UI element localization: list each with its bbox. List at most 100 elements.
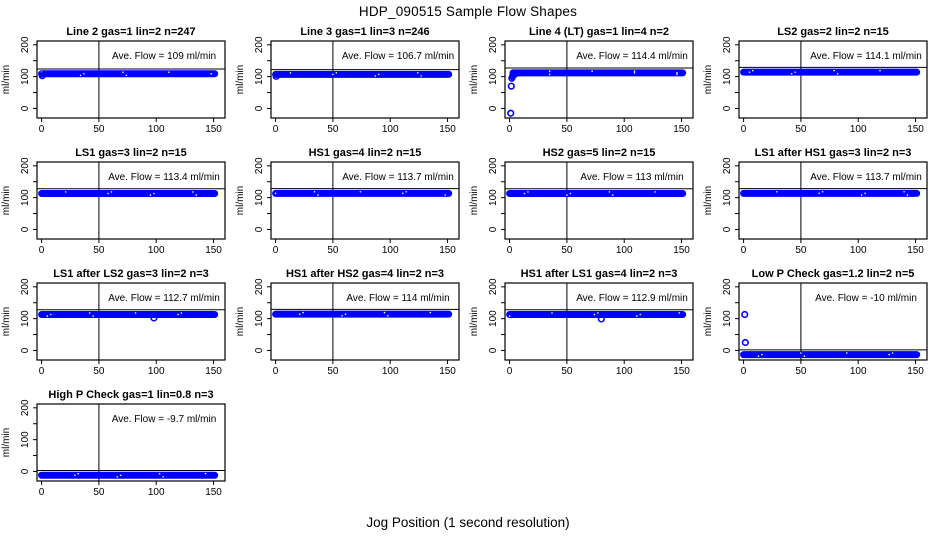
band-texture-dot <box>383 311 386 314</box>
ave-flow-annotation: Ave. Flow = 106.7 ml/min <box>342 51 454 62</box>
band-texture-dot <box>903 190 905 193</box>
band-texture-dot <box>274 192 277 195</box>
band-texture-dot <box>158 472 161 475</box>
subplot-panel: HS1 gas=4 lin=2 n=15 0 100 200 0 50 100 150 ml/m… <box>234 144 468 265</box>
band-texture-dot <box>313 190 316 193</box>
panel-title: High P Check gas=1 lin=0.8 n=3 <box>48 389 213 401</box>
ave-flow-annotation: Ave. Flow = 113.7 ml/min <box>342 172 454 183</box>
band-texture-dot <box>79 74 82 77</box>
ave-flow-annotation: Ave. Flow = 113.7 ml/min <box>810 172 922 183</box>
x-tick-label: 0 <box>741 124 747 135</box>
outlier-point <box>150 314 158 322</box>
band-texture-dot <box>168 71 170 73</box>
y-axis-unit-label: ml/min <box>469 307 480 336</box>
panel-title: HS2 gas=5 lin=2 n=15 <box>543 147 656 159</box>
y-axis-unit-label: ml/min <box>469 65 480 94</box>
flow-data-band <box>272 310 453 318</box>
band-texture-dot <box>860 194 863 196</box>
x-tick-label: 150 <box>205 124 222 135</box>
band-texture-dot <box>608 191 611 193</box>
band-texture-dot <box>210 72 213 75</box>
band-texture-dot <box>298 313 301 315</box>
x-tick-label: 150 <box>673 124 690 135</box>
panel-title: LS1 after LS2 gas=3 lin=2 n=3 <box>53 268 209 280</box>
y-tick-label: 0 <box>20 226 31 232</box>
subplot-canvas: Line 3 gas=1 lin=3 n=246 0 100 200 0 50 100 150… <box>235 26 460 135</box>
y-axis-unit-label: ml/min <box>703 65 714 94</box>
panel-title: Low P Check gas=1.2 lin=2 n=5 <box>752 268 915 280</box>
y-axis-unit-label: ml/min <box>703 186 714 215</box>
x-tick-label: 0 <box>507 124 513 135</box>
flow-data-band <box>272 189 453 197</box>
x-tick-label: 0 <box>273 124 279 135</box>
panel-title: HS1 gas=4 lin=2 n=15 <box>309 147 422 159</box>
flow-data-band <box>740 351 921 359</box>
band-texture-dot <box>836 72 839 75</box>
band-texture-dot <box>757 355 760 357</box>
flow-data-band <box>506 311 687 318</box>
band-texture-dot <box>335 72 338 74</box>
y-tick-label: 100 <box>254 189 265 206</box>
plot-frame <box>36 161 226 240</box>
y-tick-label: 200 <box>254 157 265 174</box>
outlier-point <box>272 72 280 80</box>
band-texture-dot <box>162 476 164 478</box>
band-texture-dot <box>444 194 447 196</box>
x-tick-label: 100 <box>616 124 633 135</box>
figure-title: HDP_090515 Sample Flow Shapes <box>358 4 578 19</box>
band-texture-dot <box>597 312 599 314</box>
band-texture-dot <box>359 190 362 193</box>
x-tick-label: 100 <box>382 245 399 256</box>
x-tick-label: 100 <box>148 124 165 135</box>
x-tick-label: 50 <box>795 245 807 256</box>
band-texture-dot <box>134 312 137 314</box>
x-tick-label: 100 <box>382 124 399 135</box>
band-texture-dot <box>374 75 377 77</box>
band-texture-dot <box>794 71 796 73</box>
band-texture-dot <box>676 73 678 76</box>
panel-title: LS1 gas=3 lin=2 n=15 <box>75 147 187 159</box>
y-axis-unit-label: ml/min <box>1 307 12 336</box>
band-texture-dot <box>420 75 422 77</box>
y-tick-label: 100 <box>254 68 265 85</box>
band-texture-dot <box>891 352 894 354</box>
x-tick-label: 50 <box>561 245 573 256</box>
panel-title: Line 4 (LT) gas=1 lin=4 n=2 <box>529 26 669 38</box>
band-texture-dot <box>405 190 408 193</box>
x-tick-label: 100 <box>148 245 165 256</box>
y-tick-label: 100 <box>20 431 31 448</box>
x-tick-label: 100 <box>148 487 165 498</box>
band-texture-dot <box>906 194 909 196</box>
subplot-canvas: LS1 after HS1 gas=3 lin=2 n=3 0 100 200 0 50 1… <box>703 147 928 256</box>
band-texture-dot <box>302 311 304 314</box>
outlier-point <box>507 82 515 90</box>
y-axis-unit-label: ml/min <box>235 65 246 94</box>
outlier-point <box>507 109 515 117</box>
x-tick-label: 100 <box>382 366 399 377</box>
band-texture-dot <box>633 72 636 74</box>
y-tick-label: 200 <box>20 36 31 53</box>
plot-frame <box>270 161 460 240</box>
band-texture-dot <box>177 313 179 316</box>
subplot-panel: LS1 after LS2 gas=3 lin=2 n=3 0 100 200 0 50 1… <box>0 265 234 386</box>
x-tick-label: 50 <box>93 124 105 135</box>
subplot-canvas: Line 2 gas=1 lin=2 n=247 0 100 200 0 50 100 150… <box>1 26 226 135</box>
x-tick-label: 50 <box>93 366 105 377</box>
y-tick-label: 200 <box>722 157 733 174</box>
subplot-canvas: Low P Check gas=1.2 lin=2 n=5 0 100 200 0 50 1… <box>703 268 928 377</box>
subplot-panel: Low P Check gas=1.2 lin=2 n=5 0 100 200 0 50 1… <box>702 265 936 386</box>
x-tick-label: 150 <box>673 245 690 256</box>
band-texture-dot <box>88 312 91 314</box>
subplot-canvas: High P Check gas=1 lin=0.8 n=3 0 100 200 0 50… <box>1 389 226 498</box>
band-texture-dot <box>800 352 802 354</box>
y-tick-label: 200 <box>488 278 499 295</box>
band-texture-dot <box>180 312 183 314</box>
x-tick-label: 100 <box>616 366 633 377</box>
band-texture-dot <box>761 353 763 356</box>
band-texture-dot <box>845 352 848 354</box>
x-tick-label: 150 <box>439 124 456 135</box>
y-tick-label: 200 <box>722 278 733 295</box>
subplot-canvas: HS2 gas=5 lin=2 n=15 0 100 200 0 50 100 150 ml/m… <box>469 147 694 256</box>
band-texture-dot <box>678 312 681 314</box>
band-texture-dot <box>548 73 551 76</box>
